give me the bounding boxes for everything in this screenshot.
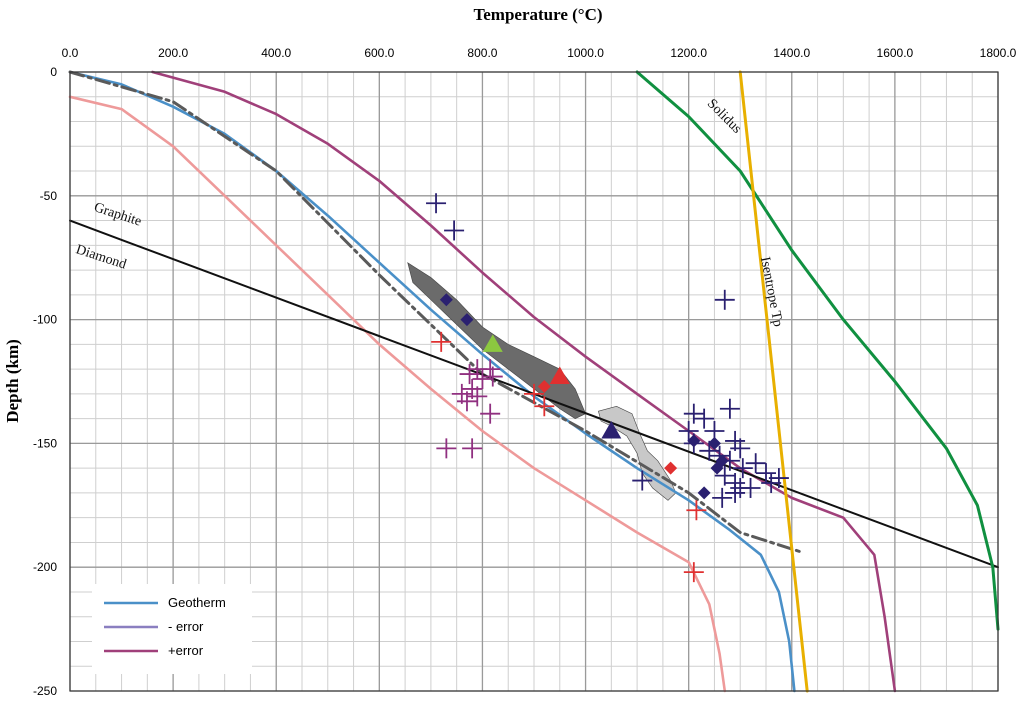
triangle-marker <box>482 334 503 352</box>
cross-marker <box>467 386 488 407</box>
cross-marker <box>732 458 753 479</box>
diamond-marker <box>537 379 551 393</box>
y-tick-label: -50 <box>40 189 58 203</box>
diamond-marker <box>439 293 453 307</box>
cross-marker <box>694 408 715 429</box>
data-fields <box>407 262 677 501</box>
legend-label: +error <box>168 643 204 658</box>
annotation-graphite: Graphite <box>92 200 143 229</box>
legend-box <box>92 584 252 674</box>
legend: Geotherm - error +error <box>92 584 252 674</box>
x-tick-label: 1000.0 <box>567 46 604 60</box>
cross-marker <box>456 391 477 412</box>
annotation-isentrope-tp: Isentrope Tp <box>757 256 785 328</box>
cross-marker <box>745 453 766 474</box>
legend-label: Geotherm <box>168 595 226 610</box>
series-line-model-geotherm-dash-dot- <box>68 70 804 554</box>
cross-marker <box>725 482 746 503</box>
light-field-polygon <box>598 405 677 501</box>
plot-border <box>69 71 999 692</box>
y-tick-label: -250 <box>33 684 57 698</box>
cross-marker <box>719 398 740 419</box>
diamond-marker <box>460 313 474 327</box>
series-line-isentrope-tp <box>738 70 809 693</box>
annotation-diamond: Diamond <box>74 242 128 272</box>
x-tick-label: 400.0 <box>261 46 291 60</box>
y-tick-label: -200 <box>33 560 57 574</box>
cross-marker <box>714 465 735 486</box>
x-tick-label: 1400.0 <box>773 46 810 60</box>
tick-labels: 0.0 200.0 400.0 600.0 800.0 1000.0 1200.0 1400.… <box>33 46 1017 698</box>
x-tick-label: 600.0 <box>364 46 394 60</box>
cross-marker <box>444 220 465 241</box>
x-tick-label: 200.0 <box>158 46 188 60</box>
x-tick-label: 1800.0 <box>980 46 1017 60</box>
cross-marker <box>426 193 447 214</box>
x-tick-label: 0.0 <box>62 46 79 60</box>
cross-marker <box>472 369 493 390</box>
diamond-marker <box>707 436 721 450</box>
x-tick-label: 1200.0 <box>670 46 707 60</box>
cross-marker <box>678 421 699 442</box>
x-tick-label: 1600.0 <box>877 46 914 60</box>
y-tick-label: -100 <box>33 313 57 327</box>
y-tick-label: 0 <box>50 65 57 79</box>
cross-marker <box>459 364 480 385</box>
cross-marker <box>480 403 501 424</box>
series-line--error <box>68 95 727 693</box>
cross-marker <box>534 396 555 417</box>
cross-marker <box>480 359 501 380</box>
triangle-marker <box>549 366 570 385</box>
cross-marker <box>730 477 751 498</box>
cross-marker <box>632 470 653 491</box>
diamond-marker <box>687 434 701 448</box>
cross-marker <box>686 500 707 521</box>
diamond-marker <box>715 454 729 468</box>
triangle-marker <box>601 421 622 439</box>
cross-marker <box>714 289 735 310</box>
cross-marker <box>730 438 751 459</box>
series-line-geotherm <box>68 70 796 693</box>
legend-label: - error <box>168 619 204 634</box>
diamond-marker <box>697 486 711 500</box>
cross-marker <box>756 463 776 484</box>
cross-marker <box>524 383 544 404</box>
cross-marker <box>462 438 483 459</box>
diamond-marker <box>664 461 678 475</box>
x-axis-title: Temperature (°C) <box>473 5 602 24</box>
cross-marker <box>712 487 733 508</box>
cross-marker <box>431 331 452 352</box>
cross-marker <box>761 473 782 494</box>
cross-marker <box>436 438 457 459</box>
series-line-solidus <box>635 70 1000 631</box>
cross-marker <box>683 403 704 424</box>
y-tick-label: -150 <box>33 436 57 450</box>
y-axis-title: Depth (km) <box>3 339 22 423</box>
series-line--error <box>151 70 897 693</box>
cross-marker <box>683 562 704 583</box>
cross-marker <box>768 468 789 489</box>
dark-field-polygon <box>407 262 586 419</box>
annotation-solidus: Solidus <box>704 96 744 136</box>
data-markers <box>426 193 789 583</box>
plot-frame <box>69 71 999 692</box>
x-tick-label: 800.0 <box>467 46 497 60</box>
